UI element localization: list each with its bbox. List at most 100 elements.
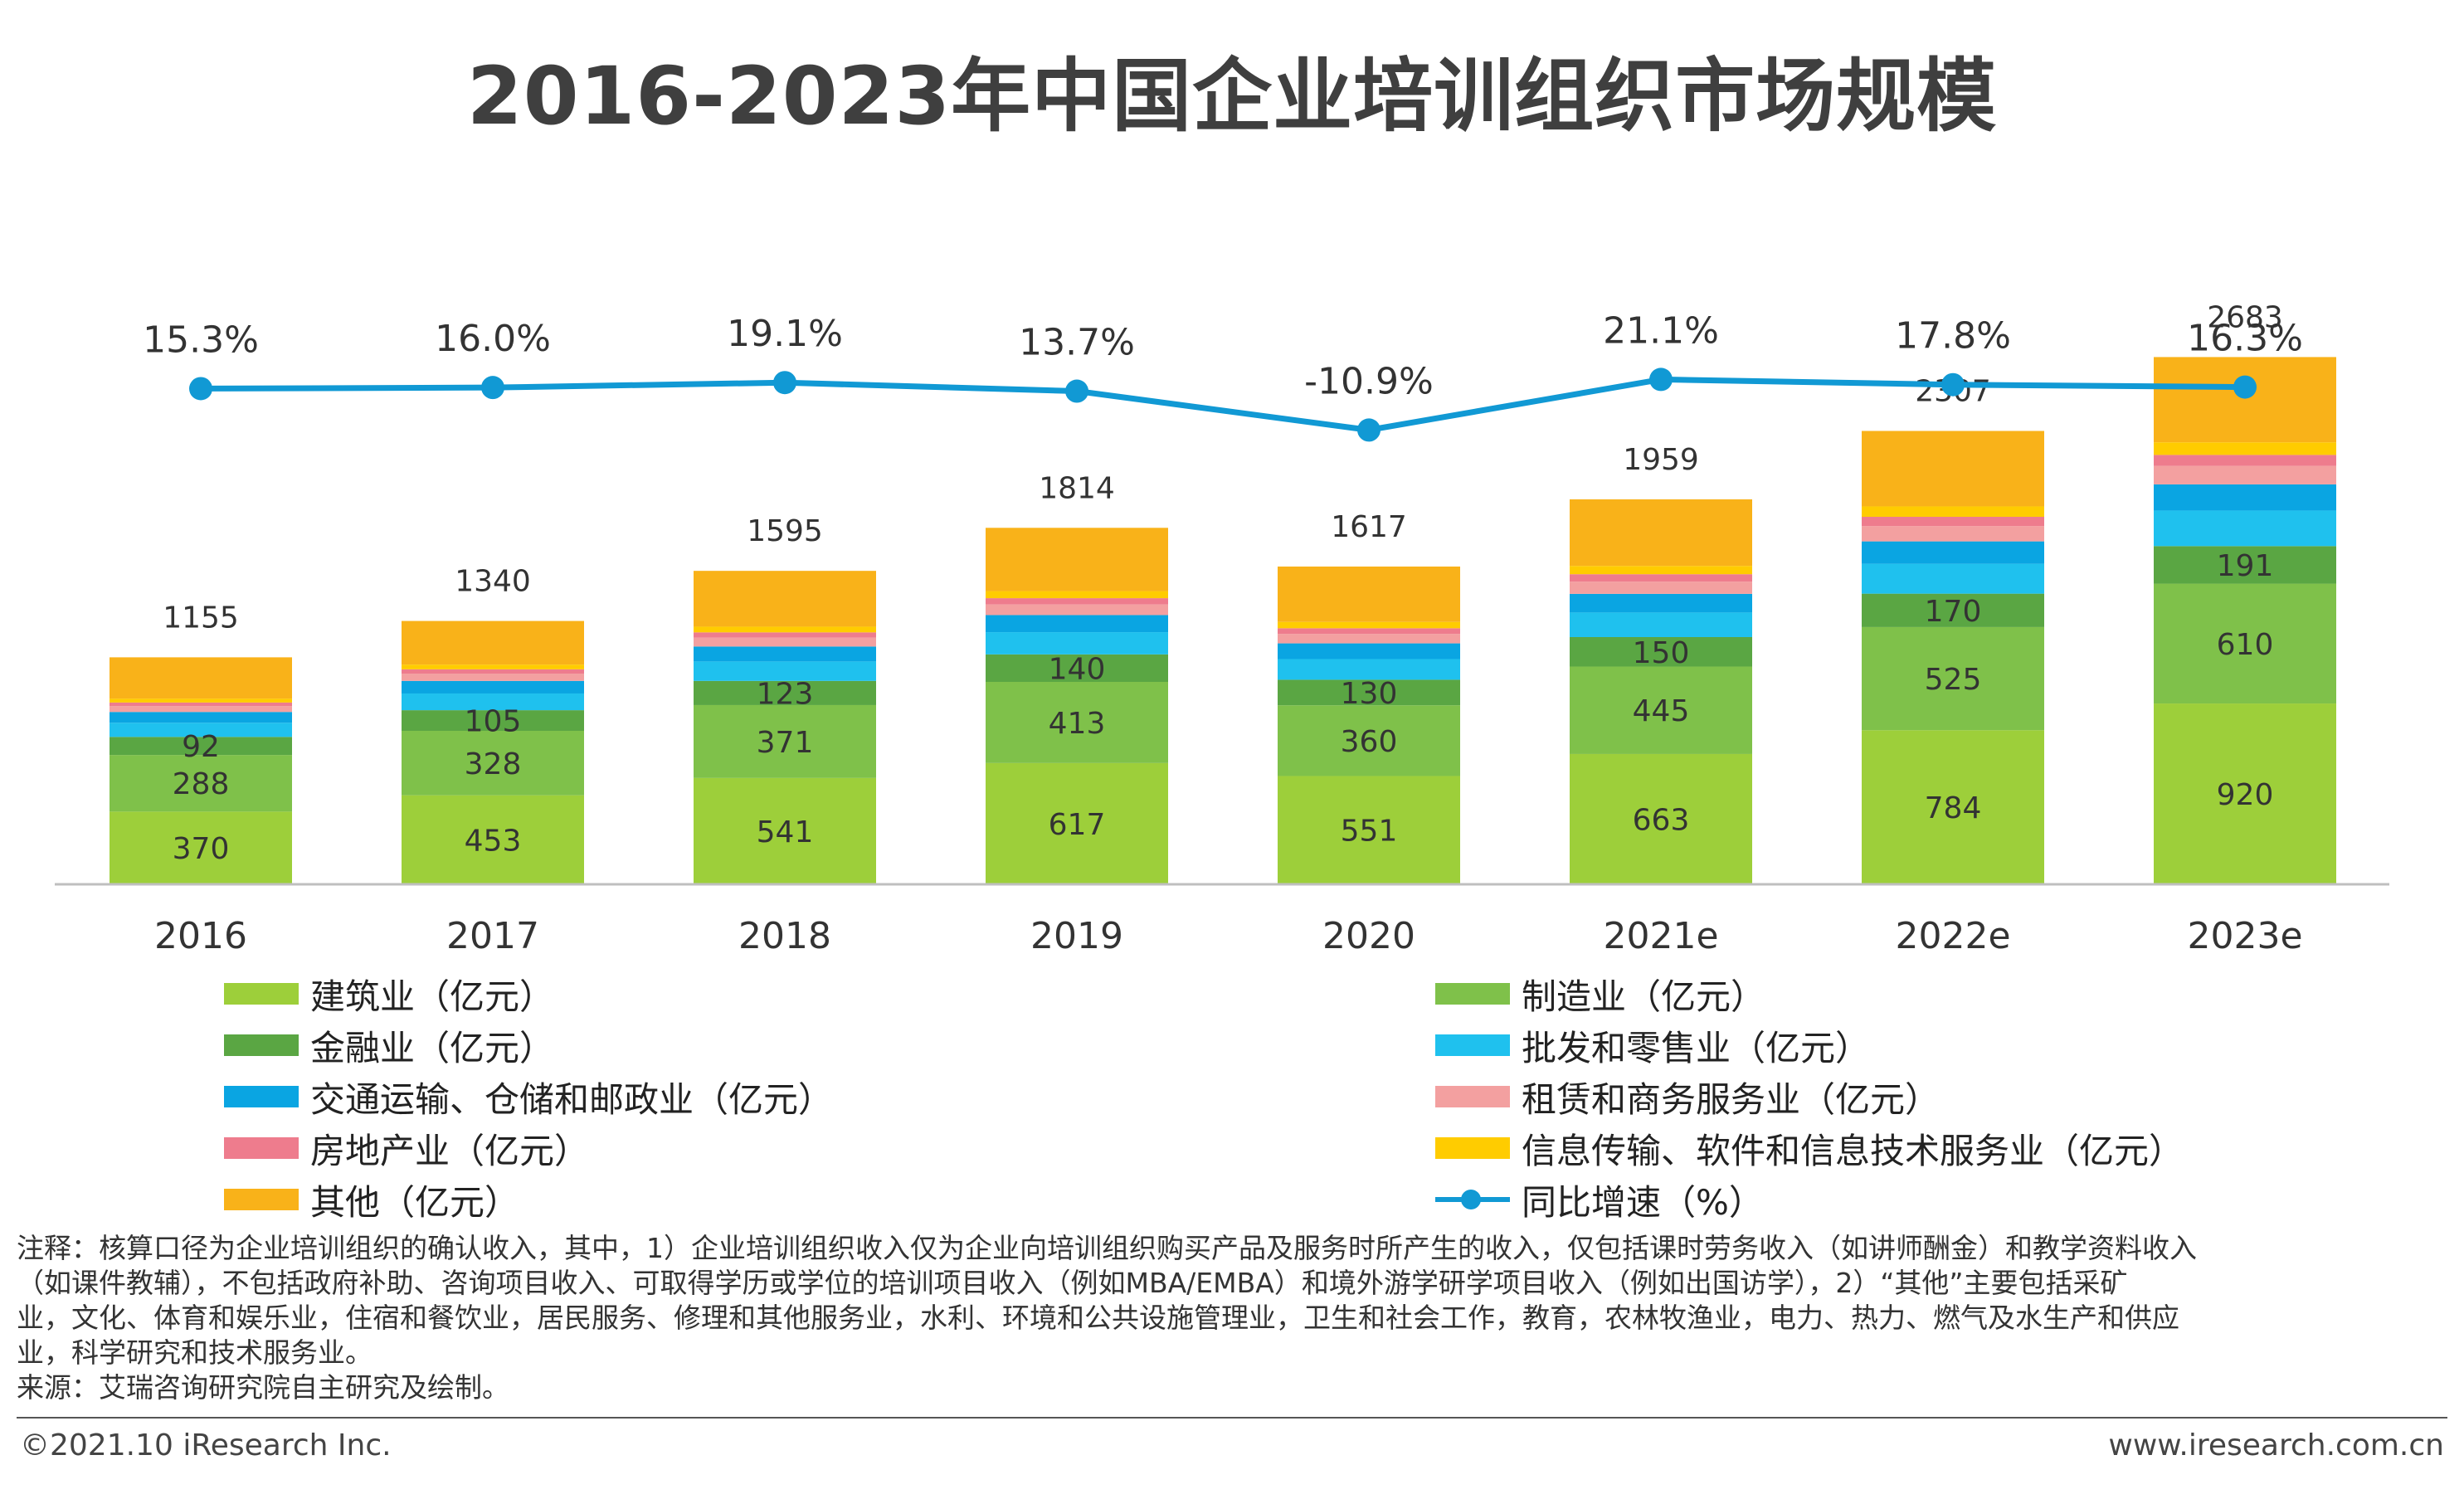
bar-segment: [1862, 526, 2044, 542]
bar-segment: [694, 626, 876, 633]
bar-segment-label: 920: [2217, 778, 2274, 812]
legend-item: 金融业（亿元）: [224, 1020, 554, 1070]
bar-segment: [1570, 636, 1752, 667]
bar-segment: [1862, 563, 2044, 594]
growth-point-label: 16.3%: [2187, 318, 2303, 360]
bar-segment-label: 541: [757, 815, 814, 849]
x-tick-label: 2020: [1322, 915, 1415, 957]
bar-segment: [402, 674, 584, 681]
growth-point: [1941, 372, 1965, 397]
website-url: www.iresearch.com.cn: [2108, 1428, 2444, 1462]
bar-segment: [2154, 546, 2336, 584]
bar-segment: [2154, 465, 2336, 484]
bar-segment: [1862, 626, 2044, 731]
bar-segment: [110, 755, 292, 812]
bar-total-label: 1959: [1623, 443, 1699, 477]
bar-segment: [1570, 499, 1752, 567]
bar-segment-label: 150: [1633, 636, 1690, 670]
bar-segment-label: 525: [1925, 663, 1982, 697]
legend-label: 租赁和商务服务业（亿元）: [1522, 1078, 1941, 1120]
bar-segment-label: 371: [757, 726, 814, 760]
growth-line: [200, 376, 2246, 433]
bar-segment-label: 413: [1049, 707, 1106, 741]
bar-segment: [1570, 666, 1752, 754]
bar-segment: [986, 598, 1168, 605]
bar-segment: [2154, 703, 2336, 884]
bar-segment: [2154, 357, 2336, 443]
bar-segment: [694, 777, 876, 884]
legend-label: 信息传输、软件和信息技术服务业（亿元）: [1522, 1130, 2184, 1171]
bar-segment: [986, 632, 1168, 655]
bar-segment: [694, 632, 876, 638]
bar-segment: [1570, 566, 1752, 575]
bar-segment: [402, 693, 584, 711]
footer-divider: [17, 1417, 2447, 1419]
growth-point-label: 17.8%: [1895, 315, 2011, 358]
bar-segment: [2154, 455, 2336, 466]
bar-segment-label: 191: [2217, 549, 2274, 583]
bar-segment-label: 360: [1341, 725, 1398, 759]
x-tick-labels: 2016 2017 2018 2019 2020 2021e 2022e 2023e: [154, 915, 2303, 957]
bar-segment-label: 328: [465, 747, 522, 781]
legend-swatch: [1435, 1137, 1510, 1159]
growth-point: [2233, 375, 2257, 399]
bar-segment: [1570, 593, 1752, 613]
bar-segment: [986, 615, 1168, 633]
copyright: ©2021.10 iResearch Inc.: [20, 1428, 392, 1462]
legend-item: 同比增速（%）: [1435, 1175, 1764, 1224]
bar-segment: [402, 680, 584, 693]
x-tick-label: 2017: [446, 915, 539, 957]
bar-segment: [986, 604, 1168, 616]
bar-total-label: 1814: [1039, 471, 1115, 505]
legend-label: 建筑业（亿元）: [310, 976, 555, 1017]
source-line: 来源：艾瑞咨询研究院自主研究及绘制。: [17, 1371, 509, 1404]
legend-swatch: [1435, 983, 1510, 1005]
bar-segment-label: 105: [465, 705, 522, 739]
bar-segment-label: 445: [1633, 694, 1690, 728]
bar-segment: [402, 795, 584, 884]
bar-segment: [1570, 753, 1752, 884]
bar-segment: [1278, 628, 1460, 635]
bar-segment-label: 784: [1925, 791, 1982, 825]
legend-label: 制造业（亿元）: [1522, 976, 1766, 1017]
legend-label: 金融业（亿元）: [310, 1027, 555, 1068]
bar-segment: [402, 730, 584, 796]
bar-segment: [110, 706, 292, 713]
bar-segment: [694, 646, 876, 662]
growth-point-label: 15.3%: [143, 319, 259, 361]
note-line: 业，文化、体育和娱乐业，住宿和餐饮业，居民服务、修理和其他服务业，水利、环境和公…: [17, 1302, 2179, 1334]
bar-segment-label: 370: [173, 832, 230, 866]
growth-point-label: 21.1%: [1603, 309, 1719, 352]
bar-segment: [1278, 679, 1460, 706]
legend-label: 房地产业（亿元）: [310, 1130, 590, 1171]
bar-segment: [2154, 442, 2336, 455]
x-tick-label: 2021e: [1603, 915, 1718, 957]
bar-segment-label: 551: [1341, 815, 1398, 849]
bar-segment: [402, 669, 584, 674]
bar-segment: [1862, 541, 2044, 564]
bar-total-label: 2683: [2207, 300, 2283, 334]
bar-segment: [110, 702, 292, 707]
growth-point: [1649, 367, 1673, 392]
bar-segment: [110, 723, 292, 737]
bar-segment-label: 123: [757, 677, 814, 711]
legend-line-marker: [1435, 1189, 1510, 1210]
bar-segment: [110, 712, 292, 723]
bar-segment: [1862, 730, 2044, 884]
legend: 建筑业（亿元） 制造业（亿元） 金融业（亿元） 批发和零售业（亿元） 交通运输、仓储和邮…: [224, 969, 2381, 1234]
bar-segment: [2154, 510, 2336, 547]
legend-item: 批发和零售业（亿元）: [1435, 1020, 1870, 1070]
growth-point: [189, 377, 212, 401]
note-line: （如课件教辅），不包括政府补助、咨询项目收入、可取得学历或学位的培训项目收入（例…: [17, 1267, 2128, 1299]
growth-point-label: 19.1%: [727, 313, 843, 355]
bar-segment: [2154, 484, 2336, 511]
legend-item: 租赁和商务服务业（亿元）: [1435, 1072, 1940, 1122]
note-line: 业，科学研究和技术服务业。: [17, 1336, 373, 1369]
bar-segment: [1570, 582, 1752, 594]
legend-swatch: [224, 1189, 299, 1210]
bar-segment: [1278, 643, 1460, 659]
legend-label: 同比增速（%）: [1522, 1181, 1764, 1223]
bar-segment: [110, 698, 292, 703]
